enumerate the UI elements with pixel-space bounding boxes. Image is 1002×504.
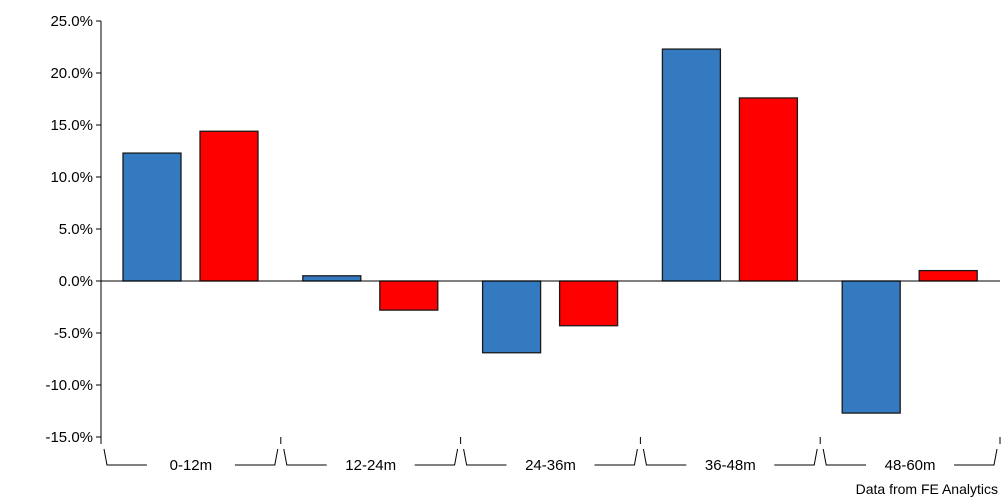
x-tick-label: 48-60m xyxy=(885,457,936,474)
y-tick-label: -5.0% xyxy=(54,325,93,342)
y-tick-label: 25.0% xyxy=(50,13,93,30)
category-bracket-left xyxy=(822,448,867,466)
bar-12-24m-series-1 xyxy=(302,275,362,282)
bar-0-12m-series-1 xyxy=(122,152,182,282)
x-tick-label: 24-36m xyxy=(525,457,576,474)
category-bracket-right xyxy=(414,448,459,466)
y-tick-label: 5.0% xyxy=(59,221,93,238)
y-tick-label: 20.0% xyxy=(50,65,93,82)
bar-36-48m-series-1 xyxy=(661,48,722,282)
source-note: Data from FE Analytics xyxy=(855,481,998,497)
y-tick-label: 0.0% xyxy=(59,273,93,290)
category-bracket-left xyxy=(283,448,327,466)
category-bracket-right xyxy=(234,448,279,466)
y-tick-label: -15.0% xyxy=(45,429,93,446)
y-tick-label: 10.0% xyxy=(50,169,93,186)
category-bracket-left xyxy=(642,448,687,466)
x-tick-label: 0-12m xyxy=(170,457,213,474)
x-axis: 0-12m 12-24m 24-36m 36-48m 48-60m xyxy=(100,280,1001,474)
y-tick-label: 15.0% xyxy=(50,117,93,134)
x-tick-label: 12-24m xyxy=(345,457,396,474)
bars xyxy=(122,48,978,414)
category-bracket-right xyxy=(954,448,998,466)
bar-24-36m-series-1 xyxy=(481,280,542,354)
category-bracket-left xyxy=(103,448,147,466)
category-bracket-right xyxy=(774,448,818,466)
bar-48-60m-series-1 xyxy=(841,280,901,414)
bar-0-12m-series-2 xyxy=(199,130,259,282)
category-bracket-right xyxy=(594,448,638,466)
bar-48-60m-series-2 xyxy=(918,269,978,282)
category-bracket-left xyxy=(463,448,507,466)
bar-24-36m-series-2 xyxy=(558,280,619,327)
y-axis: 25.0% 20.0% 15.0% 10.0% 5.0% 0.0% -5.0% -10.0% -… xyxy=(45,13,102,446)
x-tick-label: 36-48m xyxy=(705,457,756,474)
y-tick-label: -10.0% xyxy=(45,377,93,394)
bar-36-48m-series-2 xyxy=(738,97,799,282)
bar-12-24m-series-2 xyxy=(379,280,439,311)
